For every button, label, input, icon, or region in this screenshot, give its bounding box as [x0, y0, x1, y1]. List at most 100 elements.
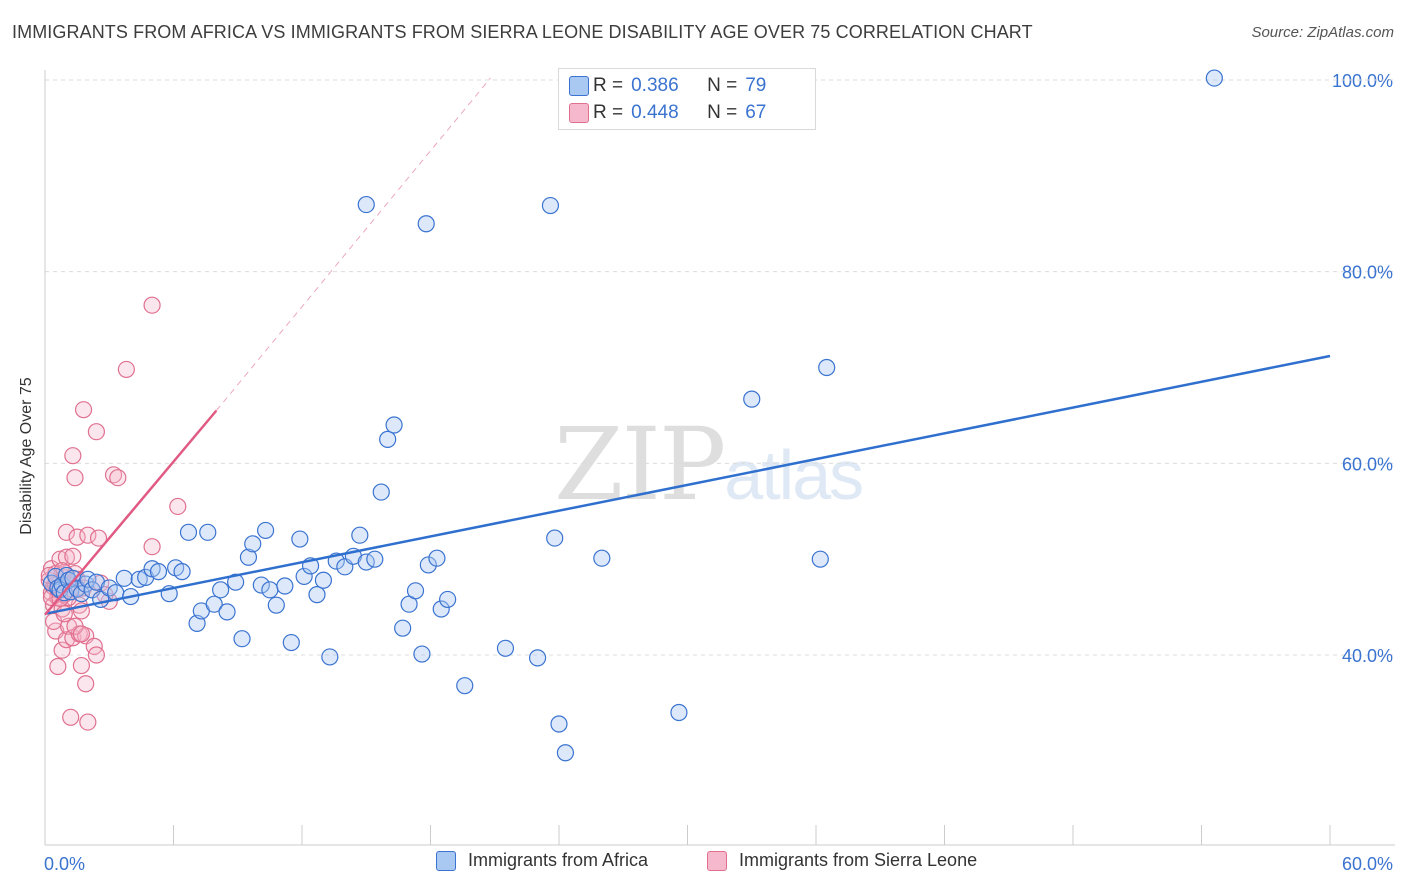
y-tick-label: 100.0%: [1332, 71, 1393, 91]
africa-point: [205, 595, 223, 613]
africa-point: [439, 590, 457, 609]
y-tick-label: 40.0%: [1342, 646, 1393, 666]
africa-point: [385, 416, 403, 434]
africa-point: [295, 567, 313, 586]
chart-title: IMMIGRANTS FROM AFRICA VS IMMIGRANTS FRO…: [12, 22, 1033, 42]
sierra-leone-point: [62, 708, 80, 726]
sierra-leone-point: [77, 675, 95, 693]
sierra-leone-point: [143, 296, 161, 314]
africa-point: [179, 523, 198, 541]
africa-point: [670, 703, 688, 722]
sierra-leone-trend-extension: [215, 77, 491, 411]
r-label: R =: [593, 102, 624, 123]
africa-point: [743, 390, 761, 408]
africa-point: [528, 649, 547, 667]
sierra-leone-point: [68, 528, 86, 546]
africa-point: [456, 677, 474, 695]
africa-point: [321, 648, 339, 666]
stats-row-sierra-leone: R = 0.448 N = 67: [569, 100, 767, 126]
source-label: Source: ZipAtlas.com: [1251, 24, 1394, 41]
africa-point: [556, 744, 575, 762]
africa-trend-line: [44, 354, 1331, 616]
x-tick-label-max: 60.0%: [1342, 854, 1393, 874]
africa-point: [291, 530, 309, 548]
legend-label: Immigrants from Africa: [468, 850, 649, 870]
n-label: N =: [707, 75, 738, 96]
africa-point: [233, 630, 251, 648]
africa-point: [811, 550, 829, 568]
africa-point: [406, 582, 425, 600]
africa-point: [366, 550, 384, 568]
africa-point: [218, 603, 236, 621]
africa-point: [432, 600, 450, 618]
x-tick-label-min: 0.0%: [44, 854, 85, 874]
africa-point: [351, 526, 369, 544]
sierra-leone-point: [64, 547, 82, 565]
africa-point: [357, 195, 375, 214]
africa-point: [308, 586, 326, 604]
africa-point: [818, 358, 836, 377]
africa-point: [252, 576, 270, 594]
africa-point: [282, 633, 300, 652]
sierra-leone-point: [89, 529, 108, 547]
sierra-leone-point: [79, 713, 97, 731]
r-label: R =: [593, 75, 624, 96]
sierra-leone-point: [79, 526, 97, 544]
africa-point: [550, 715, 568, 733]
sierra-leone-point: [74, 401, 93, 419]
n-label: N =: [707, 102, 738, 123]
africa-point: [173, 563, 191, 581]
africa-point: [417, 215, 435, 233]
sierra-leone-point: [53, 641, 71, 659]
africa-point: [227, 573, 245, 591]
africa-point: [115, 569, 133, 587]
sierra-leone-point: [57, 523, 76, 541]
legend-item-africa[interactable]: Immigrants from Africa: [436, 850, 648, 871]
sierra-leone-legend-swatch: [707, 850, 727, 871]
africa-legend-swatch: [436, 850, 456, 871]
r-value: 0.448: [631, 102, 679, 123]
africa-swatch: [569, 76, 589, 96]
watermark: ZIPatlas: [554, 406, 864, 523]
africa-point: [276, 577, 294, 595]
sierra-leone-swatch: [569, 103, 589, 123]
y-axis-label: Disability Age Over 75: [18, 377, 35, 535]
watermark-zip: ZIP: [554, 406, 726, 523]
africa-point: [394, 619, 412, 637]
africa-point: [267, 596, 285, 614]
watermark-atlas: atlas: [724, 436, 864, 514]
stats-legend: R = 0.386 N = 79 R = 0.448 N = 67: [558, 68, 816, 130]
africa-point: [496, 639, 515, 657]
africa-point: [593, 549, 611, 567]
sierra-leone-trend-line: [44, 409, 218, 616]
africa-point: [379, 430, 397, 448]
bottom-legend: Immigrants from Africa Immigrants from S…: [0, 850, 1406, 880]
y-tick-label: 60.0%: [1342, 454, 1393, 474]
africa-point: [261, 581, 279, 599]
africa-point: [419, 556, 437, 574]
africa-point: [239, 548, 258, 566]
legend-label: Immigrants from Sierra Leone: [739, 850, 978, 870]
legend-item-sierra-leone[interactable]: Immigrants from Sierra Leone: [707, 850, 977, 871]
sierra-leone-point: [87, 423, 106, 441]
sierra-leone-point: [64, 447, 82, 465]
africa-point: [212, 581, 230, 599]
africa-point: [541, 196, 560, 215]
sierra-leone-point: [72, 625, 91, 643]
africa-point: [149, 563, 168, 581]
sierra-leone-point: [87, 646, 106, 664]
africa-point: [372, 483, 390, 501]
n-value: 79: [745, 75, 767, 96]
r-value: 0.386: [631, 75, 679, 96]
africa-point: [130, 570, 148, 588]
africa-point: [256, 521, 275, 540]
africa-point: [244, 535, 262, 553]
africa-point: [546, 529, 564, 547]
n-value: 67: [745, 102, 767, 123]
africa-point: [428, 549, 446, 567]
sierra-leone-point: [143, 538, 161, 556]
africa-point: [314, 571, 333, 589]
sierra-leone-point: [117, 360, 135, 379]
sierra-leone-point: [66, 469, 84, 487]
